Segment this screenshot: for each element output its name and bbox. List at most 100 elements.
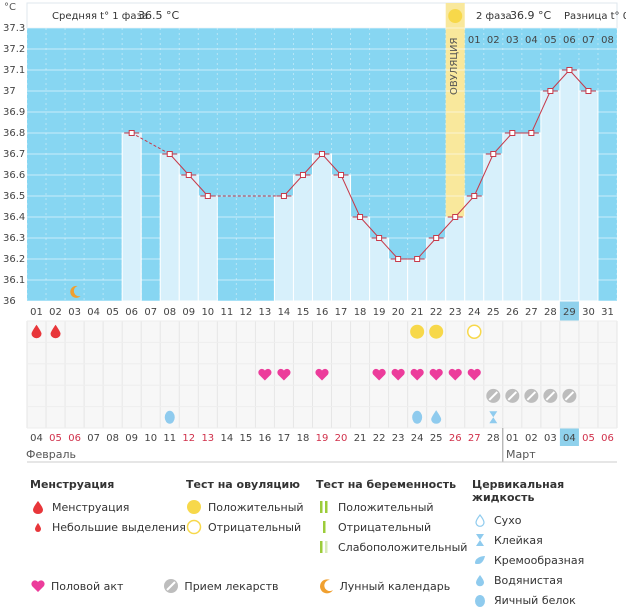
x-tick-label: 28 xyxy=(544,307,557,318)
temp-bar xyxy=(159,153,180,302)
small-drop-red-icon xyxy=(30,519,46,535)
y-tick-label: 36 xyxy=(3,296,16,307)
temp-point xyxy=(528,130,535,136)
calendar-date-label: 23 xyxy=(392,433,405,444)
temp-bar xyxy=(121,132,142,302)
x-tick-label: 22 xyxy=(430,307,443,318)
eggwhite-drop-icon xyxy=(472,592,488,608)
x-tick-label: 08 xyxy=(163,307,176,318)
legend-cm-dry-label: Сухо xyxy=(494,513,522,527)
calendar-date-label: 01 xyxy=(506,433,519,444)
temp-point xyxy=(547,88,554,94)
phase2-day-label: 01 xyxy=(468,35,481,46)
legend-item-cm-watery: Водянистая xyxy=(472,570,626,590)
legend-preg-faint-label: Слабоположительный xyxy=(338,540,468,554)
y-tick-label: 36.6 xyxy=(3,170,25,181)
eggwhite-drop-icon xyxy=(164,410,175,424)
phase2-day-label: 06 xyxy=(563,35,576,46)
x-tick-label: 11 xyxy=(220,307,233,318)
y-tick-label: 37.1 xyxy=(3,65,25,76)
creamy-drop-icon xyxy=(472,552,488,568)
legend-medication-label: Прием лекарств xyxy=(184,579,279,593)
calendar-date-label: 19 xyxy=(316,433,329,444)
heart-icon xyxy=(315,368,329,381)
legend-item-cm-creamy: Кремообразная xyxy=(472,550,626,570)
temp-line xyxy=(492,132,513,155)
legend-bottom-row: Половой акт Прием лекарств Лунный календ… xyxy=(30,578,450,594)
temp-point xyxy=(490,151,497,157)
temp-point xyxy=(166,151,173,157)
calendar-date-label: 05 xyxy=(582,433,595,444)
pill-icon xyxy=(164,579,179,593)
x-tick-label: 24 xyxy=(468,307,481,318)
calendar-date-label: 10 xyxy=(144,433,157,444)
x-tick-label: 07 xyxy=(144,307,157,318)
y-tick-label: 36.9 xyxy=(3,107,25,118)
y-unit-label: °C xyxy=(4,2,16,13)
temp-bar xyxy=(178,174,199,302)
x-tick-label: 15 xyxy=(297,307,310,318)
phase1-value: 36.5 °C xyxy=(138,9,179,22)
heart-icon xyxy=(429,368,443,381)
legend-item-lunar: Лунный календарь xyxy=(319,578,450,594)
calendar-date-label: 16 xyxy=(259,433,272,444)
ovulation-sun-icon xyxy=(448,9,463,23)
x-tick-label: 25 xyxy=(487,307,500,318)
calendar-date-label: 12 xyxy=(182,433,195,444)
temp-line xyxy=(283,174,304,197)
calendar-date-label: 08 xyxy=(106,433,119,444)
phase2-day-label: 04 xyxy=(525,35,538,46)
temp-bar xyxy=(502,132,523,302)
calendar-date-label: 14 xyxy=(220,433,233,444)
temp-line xyxy=(359,216,380,239)
hourglass-icon xyxy=(472,532,488,548)
calendar-date-label: 27 xyxy=(468,433,481,444)
temp-bar xyxy=(197,195,218,302)
day-label-row xyxy=(27,301,617,321)
bbt-chart: 01 02 03 04 05 06 07 08 37.3 37.2 37.1 37 36.9 36.8 36… xyxy=(3,2,626,463)
eggwhite-drop-icon xyxy=(412,410,423,424)
x-tick-label: 27 xyxy=(525,307,538,318)
y-tick-label: 37.3 xyxy=(3,23,25,34)
hourglass-icon xyxy=(489,411,498,424)
temp-point xyxy=(319,151,325,157)
phase1-label: Средняя t° 1 фаза xyxy=(52,11,148,22)
temp-bar xyxy=(273,195,294,302)
legend-ov-positive-label: Положительный xyxy=(208,500,304,514)
legend-item-ov-positive: Положительный xyxy=(186,497,304,517)
x-tick-label: 04 xyxy=(87,307,100,318)
legend-cm-sticky-label: Клейкая xyxy=(494,533,543,547)
temp-point xyxy=(204,193,211,199)
legend-pregtest-title: Тест на беременность xyxy=(316,478,457,491)
heart-icon xyxy=(372,368,386,381)
heart-icon xyxy=(391,368,405,381)
legend-preg-negative-label: Отрицательный xyxy=(338,520,432,534)
temp-line xyxy=(569,69,589,92)
temp-point xyxy=(509,130,516,136)
temp-bar xyxy=(445,216,466,302)
x-tick-label: 13 xyxy=(259,307,272,318)
legend-intercourse-label: Половой акт xyxy=(51,579,124,593)
temp-point xyxy=(280,193,287,199)
temp-point xyxy=(128,130,135,136)
y-tick-label: 36.8 xyxy=(3,128,25,139)
temp-bar xyxy=(464,195,485,302)
y-tick-label: 36.4 xyxy=(3,212,25,223)
temp-bar xyxy=(311,153,333,302)
heart-icon xyxy=(258,368,272,381)
temp-bar xyxy=(388,258,409,302)
drop-red-icon xyxy=(31,324,42,339)
phase2-day-label: 07 xyxy=(582,35,595,46)
temp-bar xyxy=(292,174,313,302)
x-tick-label: 14 xyxy=(278,307,291,318)
legend-item-cm-sticky: Клейкая xyxy=(472,530,626,550)
x-tick-label: 30 xyxy=(582,307,595,318)
legend-preg-positive-label: Положительный xyxy=(338,500,434,514)
x-tick-label: 18 xyxy=(354,307,367,318)
legend-item-preg-positive: Положительный xyxy=(316,497,467,517)
legend-ov-negative-label: Отрицательный xyxy=(208,520,302,534)
legend-cm-watery-label: Водянистая xyxy=(494,573,563,587)
calendar-date-label: 05 xyxy=(49,433,62,444)
calendar-date-label: 20 xyxy=(335,433,348,444)
legend-pregnancy-test: Тест на беременность Положительный Отриц… xyxy=(316,478,467,557)
